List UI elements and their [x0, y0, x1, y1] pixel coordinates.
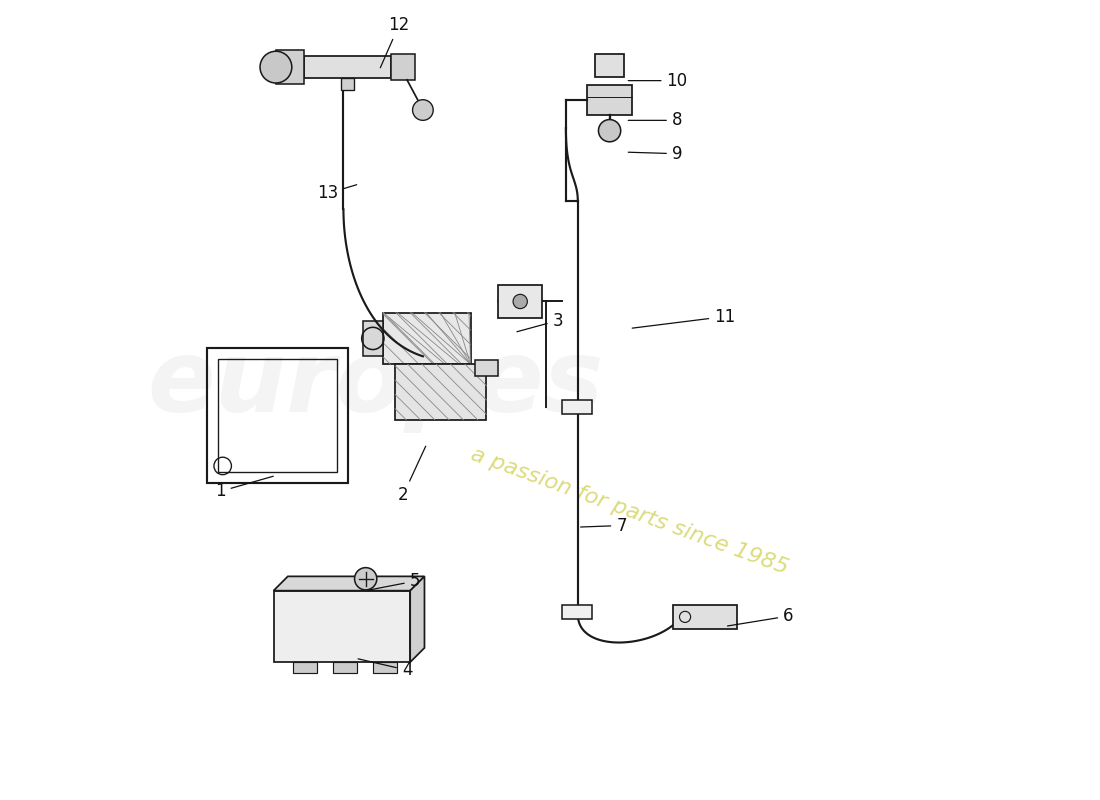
- Text: 3: 3: [517, 311, 563, 332]
- Text: 5: 5: [368, 572, 420, 590]
- Text: a passion for parts since 1985: a passion for parts since 1985: [468, 444, 791, 578]
- Polygon shape: [373, 662, 397, 674]
- Text: 6: 6: [727, 607, 793, 626]
- Polygon shape: [274, 576, 425, 590]
- Text: 10: 10: [628, 72, 688, 90]
- Polygon shape: [392, 54, 415, 80]
- Polygon shape: [498, 285, 542, 318]
- Polygon shape: [274, 590, 410, 662]
- Text: 7: 7: [581, 517, 627, 534]
- Text: 8: 8: [628, 111, 682, 130]
- Polygon shape: [333, 662, 358, 674]
- Circle shape: [513, 294, 527, 309]
- Circle shape: [412, 100, 433, 120]
- Text: 1: 1: [214, 476, 273, 500]
- Polygon shape: [383, 313, 471, 364]
- Text: 13: 13: [317, 185, 356, 202]
- Polygon shape: [562, 605, 592, 619]
- Polygon shape: [474, 360, 498, 376]
- Text: 2: 2: [398, 446, 426, 504]
- Polygon shape: [595, 54, 624, 77]
- Polygon shape: [562, 400, 592, 414]
- Polygon shape: [276, 50, 304, 84]
- Polygon shape: [304, 56, 392, 78]
- Text: europes: europes: [147, 336, 603, 433]
- Polygon shape: [395, 364, 486, 420]
- Circle shape: [598, 119, 620, 142]
- Circle shape: [260, 51, 292, 83]
- Polygon shape: [673, 605, 737, 629]
- Text: 4: 4: [359, 659, 412, 679]
- Polygon shape: [410, 576, 425, 662]
- Circle shape: [354, 568, 377, 590]
- Text: 11: 11: [632, 307, 736, 328]
- Text: 12: 12: [381, 16, 409, 68]
- Polygon shape: [294, 662, 317, 674]
- Polygon shape: [587, 85, 631, 114]
- Polygon shape: [341, 78, 354, 90]
- Text: 9: 9: [628, 145, 682, 162]
- Polygon shape: [363, 321, 383, 356]
